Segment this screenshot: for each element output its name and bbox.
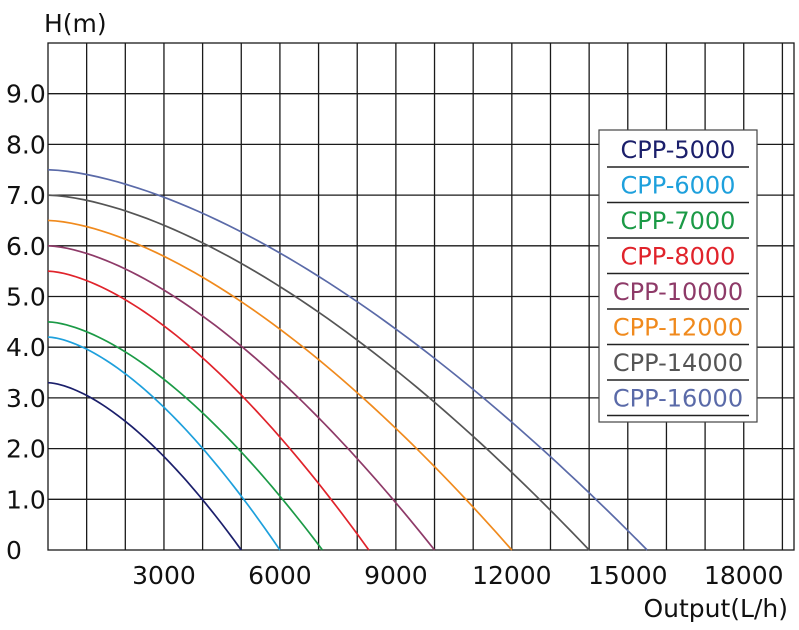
curve-cpp-5000	[47, 381, 242, 551]
x-tick-label: 15000	[588, 561, 668, 590]
y-tick-label: 5.0	[6, 283, 46, 312]
y-tick-label: 0	[6, 536, 22, 565]
performance-curves	[47, 168, 648, 551]
y-tick-label: 8.0	[6, 130, 46, 159]
x-tick-label: 18000	[704, 561, 784, 590]
y-tick-label: 4.0	[6, 333, 46, 362]
legend-label: CPP-12000	[613, 314, 743, 342]
y-tick-label: 3.0	[6, 384, 46, 413]
legend-label: CPP-10000	[613, 278, 743, 306]
x-tick-label: 3000	[132, 561, 196, 590]
legend: CPP-5000 CPP-6000 CPP-7000 CPP-8000 CPP-1000…	[598, 129, 758, 423]
y-tick-label: 9.0	[6, 80, 46, 109]
y-tick-labels: 0 1.0 2.0 3.0 4.0 5.0 6.0 7.0 8.0 9.0	[6, 80, 46, 565]
legend-label: CPP-14000	[613, 349, 743, 377]
legend-label: CPP-5000	[621, 136, 736, 164]
x-axis-title: Output(L/h)	[643, 594, 788, 623]
curve-cpp-6000	[47, 336, 281, 551]
x-tick-labels: 3000 6000 9000 12000 15000 18000	[132, 561, 783, 590]
curve-cpp-16000	[47, 168, 648, 551]
curve-cpp-12000	[47, 219, 513, 551]
y-tick-label: 1.0	[6, 485, 46, 514]
curve-cpp-10000	[47, 244, 436, 551]
legend-label: CPP-6000	[621, 172, 736, 200]
y-tick-label: 2.0	[6, 435, 46, 464]
x-tick-label: 9000	[364, 561, 428, 590]
x-tick-label: 12000	[472, 561, 552, 590]
curve-cpp-14000	[47, 194, 590, 551]
curve-cpp-8000	[47, 270, 370, 551]
y-axis-title: H(m)	[44, 9, 107, 38]
y-tick-label: 6.0	[6, 232, 46, 261]
legend-label: CPP-8000	[621, 243, 736, 271]
legend-label: CPP-16000	[613, 385, 743, 413]
x-tick-label: 6000	[248, 561, 312, 590]
y-tick-label: 7.0	[6, 181, 46, 210]
legend-box	[598, 129, 758, 423]
legend-label: CPP-7000	[621, 207, 736, 235]
curve-cpp-7000	[47, 321, 324, 551]
